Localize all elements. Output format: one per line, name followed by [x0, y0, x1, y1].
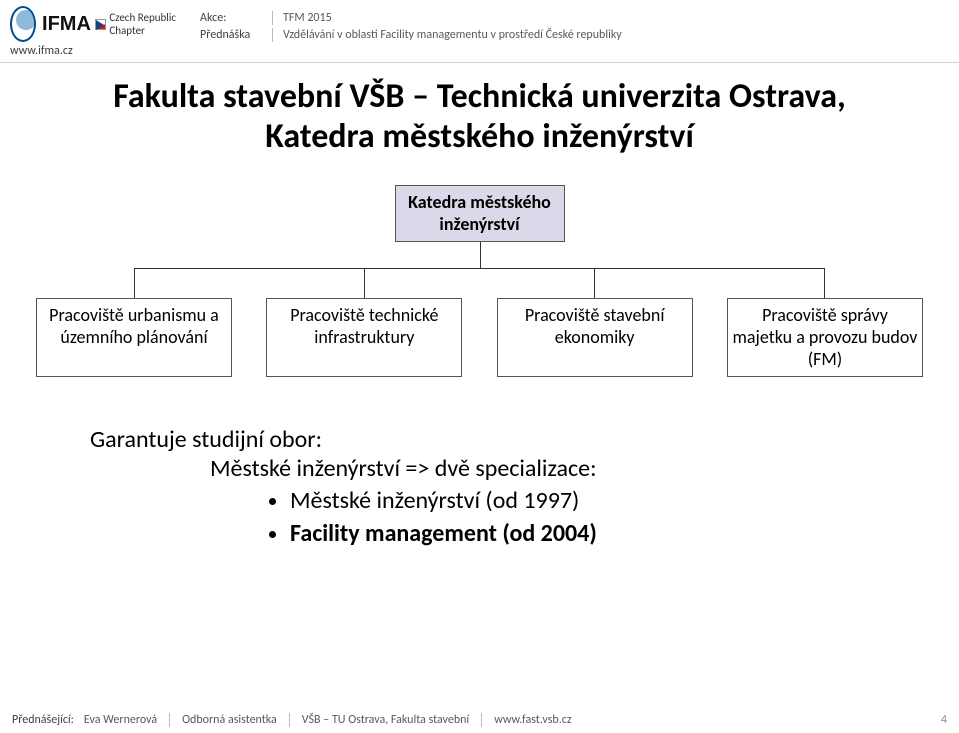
chapter-text: Czech Republic Chapter	[95, 11, 180, 37]
org-leaf-box: Pracoviště správy majetku a provozu budo…	[727, 298, 923, 377]
meta-row: Akce: TFM 2015	[200, 10, 622, 27]
footer-site: www.fast.vsb.cz	[494, 713, 571, 727]
org-leaf-box: Pracoviště urbanismu a územního plánován…	[36, 298, 232, 377]
meta-label: Akce:	[200, 10, 272, 27]
org-connectors	[36, 242, 923, 298]
body-line-1: Garantuje studijní obor:	[90, 425, 959, 454]
org-leaf-box: Pracoviště stavební ekonomiky	[497, 298, 693, 377]
meta-label: Přednáška	[200, 27, 272, 44]
slide-title: Fakulta stavební VŠB – Technická univerz…	[0, 77, 959, 157]
connector-line	[480, 242, 481, 268]
header-meta: Akce: TFM 2015 Přednáška Vzdělávání v ob…	[200, 6, 622, 44]
body-bullets: Městské inženýrství (od 1997) Facility m…	[290, 485, 959, 550]
body-line-2: Městské inženýrství => dvě specializace:	[210, 454, 959, 483]
connector-line	[824, 268, 825, 298]
cz-flag-icon	[95, 19, 106, 30]
footer-presenter-name: Eva Wernerová	[84, 713, 157, 727]
connector-line	[364, 268, 365, 298]
meta-row: Přednáška Vzdělávání v oblasti Facility …	[200, 27, 622, 44]
header-url: www.ifma.cz	[10, 44, 73, 58]
title-line-2: Katedra městského inženýrství	[0, 117, 959, 157]
org-root-box: Katedra městského inženýrství	[395, 185, 565, 242]
meta-val: Vzdělávání v oblasti Facility management…	[283, 27, 622, 44]
page-number: 4	[923, 713, 947, 727]
org-leaf-box: Pracoviště technické infrastruktury	[266, 298, 462, 377]
bullet-item: Facility management (od 2004)	[290, 518, 959, 550]
footer-sep	[289, 713, 290, 727]
footer-affiliation: VŠB – TU Ostrava, Fakulta stavební	[302, 713, 469, 727]
connector-line	[134, 268, 825, 269]
meta-val: TFM 2015	[283, 10, 332, 27]
title-line-1: Fakulta stavební VŠB – Technická univerz…	[0, 77, 959, 117]
slide-footer: Přednášející: Eva Wernerová Odborná asis…	[0, 709, 959, 733]
footer-label: Přednášející:	[12, 713, 74, 727]
chapter-label: Czech Republic Chapter	[109, 11, 180, 37]
bullet-item: Městské inženýrství (od 1997)	[290, 485, 959, 517]
logo-text: IFMA	[42, 13, 91, 36]
slide-header: IFMA Czech Republic Chapter www.ifma.cz …	[0, 0, 959, 63]
meta-sep	[272, 28, 273, 42]
meta-sep	[272, 11, 273, 25]
connector-line	[134, 268, 135, 298]
globe-icon	[10, 6, 36, 42]
body-text: Garantuje studijní obor: Městské inženýr…	[90, 425, 959, 550]
org-leaf-row: Pracoviště urbanismu a územního plánován…	[0, 298, 959, 377]
footer-sep	[481, 713, 482, 727]
footer-presenter: Přednášející: Eva Wernerová	[12, 713, 157, 727]
logo-block: IFMA Czech Republic Chapter www.ifma.cz	[10, 6, 180, 58]
connector-line	[594, 268, 595, 298]
footer-role: Odborná asistentka	[182, 713, 277, 727]
footer-sep	[169, 713, 170, 727]
ifma-logo: IFMA Czech Republic Chapter	[10, 6, 180, 42]
